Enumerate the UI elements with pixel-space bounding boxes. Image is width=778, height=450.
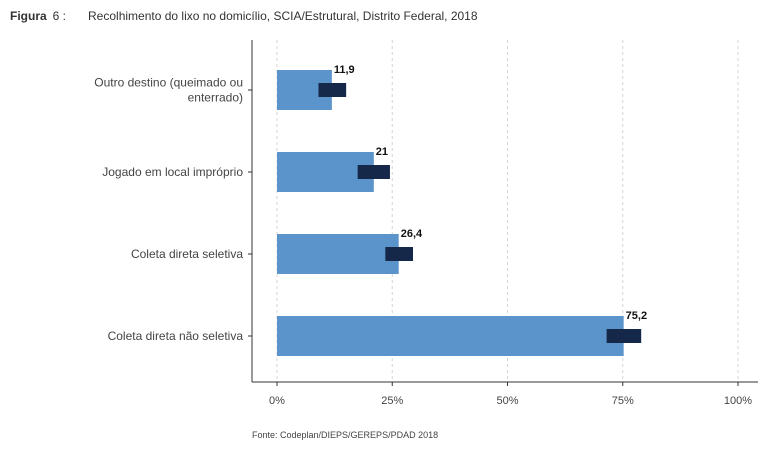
ci-box-3: [606, 329, 642, 343]
value-label-3: 75,2: [626, 310, 647, 322]
figure-label: Figura: [10, 9, 47, 23]
ci-box-2: [385, 247, 413, 261]
value-label-0: 11,9: [334, 64, 355, 76]
x-tick-label-3: 75%: [612, 395, 634, 407]
x-tick-label-0: 0%: [269, 395, 285, 407]
bar-2: [277, 234, 399, 274]
category-label-0-1: enterrado): [188, 91, 243, 105]
x-tick-label-2: 50%: [496, 395, 518, 407]
figure-title: Recolhimento do lixo no domicílio, SCIA/…: [88, 9, 478, 23]
category-label-2: Coleta direta seletiva: [131, 247, 243, 261]
ci-box-1: [357, 165, 390, 179]
value-label-1: 21: [376, 146, 388, 158]
x-tick-label-1: 25%: [381, 395, 403, 407]
category-label-0-0: Outro destino (queimado ou: [94, 76, 243, 90]
ci-box-0: [318, 83, 347, 97]
x-tick-label-4: 100%: [724, 395, 752, 407]
value-label-2: 26,4: [401, 228, 423, 240]
figure-header: Figura 6 : Recolhimento do lixo no domic…: [10, 6, 478, 26]
figure-number: 6 :: [52, 9, 67, 23]
bar-3: [277, 316, 624, 356]
figure-source: Fonte: Codeplan/DIEPS/GEREPS/PDAD 2018: [252, 430, 439, 440]
category-label-1: Jogado em local impróprio: [102, 165, 243, 179]
category-label-3: Coleta direta não seletiva: [108, 329, 244, 343]
